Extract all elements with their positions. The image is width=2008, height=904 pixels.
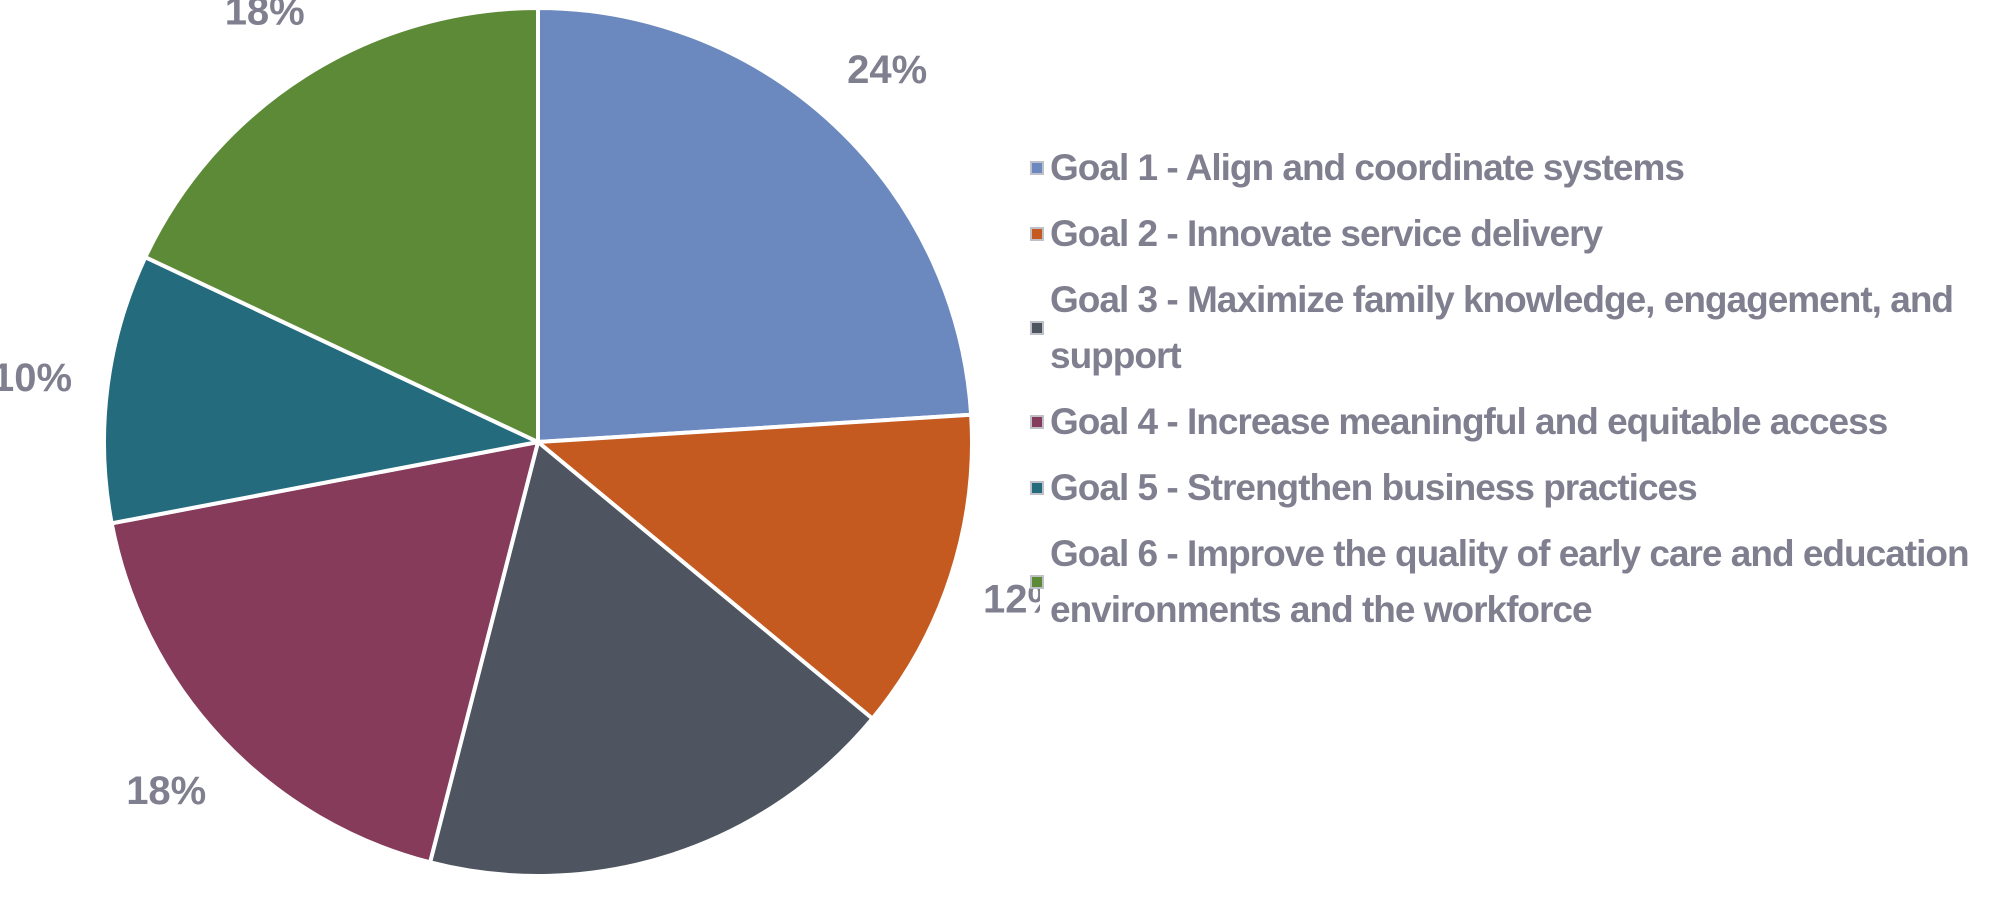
legend-item-goal-1: Goal 1 - Align and coordinate systems: [1030, 140, 2000, 196]
legend-label-goal-1: Goal 1 - Align and coordinate systems: [1050, 147, 1685, 188]
data-label-goal-4: 18%: [126, 769, 206, 813]
pie-slice-goal-2: [532, 412, 974, 722]
legend-label-goal-5: Goal 5 - Strengthen business practices: [1050, 467, 1698, 508]
legend-swatch-goal-6: [1030, 575, 1044, 589]
legend-swatch-goal-1: [1030, 161, 1044, 175]
legend-swatch-goal-2: [1030, 227, 1044, 241]
pie-slices: [102, 5, 974, 878]
legend-label-goal-6: Goal 6 - Improve the quality of early ca…: [1050, 533, 1970, 630]
pie-slice-goal-3: [427, 438, 876, 878]
legend-swatch-goal-4: [1030, 415, 1044, 429]
pie-data-labels: 24%12%18%18%10%18%: [0, 0, 1040, 813]
legend-label-goal-4: Goal 4 - Increase meaningful and equitab…: [1050, 401, 1888, 442]
legend-swatch-goal-5: [1030, 481, 1044, 495]
pie-slice-goal-5: [102, 254, 545, 526]
data-label-goal-5: 10%: [0, 356, 72, 400]
legend-item-goal-3: Goal 3 - Maximize family knowledge, enga…: [1030, 272, 2000, 384]
legend-label-goal-3: Goal 3 - Maximize family knowledge, enga…: [1050, 279, 1954, 376]
data-label-goal-1: 24%: [847, 48, 927, 92]
legend-item-goal-5: Goal 5 - Strengthen business practices: [1030, 460, 2000, 516]
pie-slice-goal-6: [142, 5, 540, 446]
chart-legend: Goal 1 - Align and coordinate systems Go…: [1030, 140, 2000, 648]
legend-item-goal-2: Goal 2 - Innovate service delivery: [1030, 206, 2000, 262]
pie-slice-goal-4: [109, 439, 541, 865]
legend-swatch-goal-3: [1030, 321, 1044, 335]
legend-item-goal-6: Goal 6 - Improve the quality of early ca…: [1030, 526, 2000, 638]
data-label-goal-6: 18%: [225, 0, 305, 33]
legend-label-goal-2: Goal 2 - Innovate service delivery: [1050, 213, 1603, 254]
pie-chart-svg: 24%12%18%18%10%18%: [0, 0, 1040, 878]
legend-item-goal-4: Goal 4 - Increase meaningful and equitab…: [1030, 394, 2000, 450]
pie-slice-goal-1: [536, 5, 974, 445]
